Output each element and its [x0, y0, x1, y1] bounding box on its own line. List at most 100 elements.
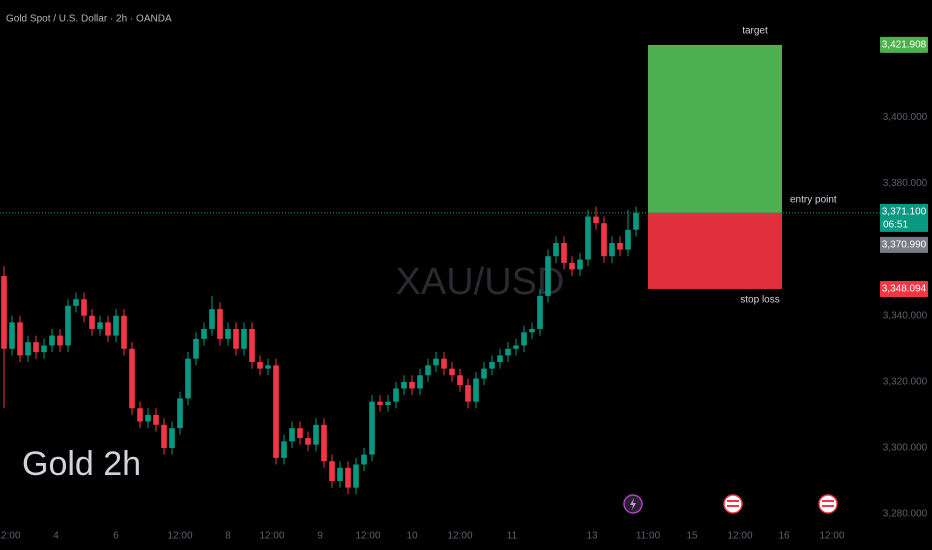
x-tick-label: 10	[406, 531, 418, 542]
candle-body	[561, 242, 567, 263]
candle-body	[9, 322, 15, 349]
x-tick-label: 12:00	[727, 531, 752, 542]
x-tick-label: 12:00	[447, 531, 472, 542]
y-tick-label: 3,300.000	[883, 443, 928, 454]
flag-stripe	[727, 505, 739, 507]
candle-body	[433, 358, 439, 366]
candle-body	[345, 467, 351, 488]
event-icons	[623, 494, 838, 514]
watermark: XAU/USD	[396, 261, 565, 303]
x-tick-label: 9	[317, 531, 323, 542]
candle-body	[273, 365, 279, 458]
countdown: 06:51	[883, 220, 908, 231]
y-tick-label: 3,340.000	[883, 310, 928, 321]
candle-body	[129, 348, 135, 409]
candle-body	[385, 401, 391, 405]
candle-body	[577, 259, 583, 270]
event-icon[interactable]	[818, 494, 838, 514]
candle-body	[81, 299, 87, 316]
x-tick-label: 12:00	[0, 531, 21, 542]
flag-stripe	[727, 500, 739, 502]
candle-body	[337, 467, 343, 482]
event-icon[interactable]	[723, 494, 743, 514]
entry-price: 3,371.100	[882, 207, 927, 218]
x-tick-label: 16	[778, 531, 790, 542]
candle-body	[265, 365, 271, 369]
chart-title: Gold Spot / U.S. Dollar · 2h · OANDA	[6, 14, 172, 25]
target-label: target	[742, 26, 768, 37]
candle-body	[633, 212, 639, 230]
candle-body	[137, 408, 143, 422]
candle-body	[449, 368, 455, 376]
candle-body	[153, 414, 159, 425]
candle-body	[305, 438, 311, 445]
candle-body	[505, 348, 511, 356]
candle-body	[617, 242, 623, 250]
candle-body	[89, 315, 95, 329]
candle-body	[169, 428, 175, 448]
candle-body	[177, 398, 183, 429]
loss-zone	[648, 212, 782, 289]
candle-body	[313, 424, 319, 445]
candle-body	[105, 322, 111, 336]
x-tick-label: 12:00	[259, 531, 284, 542]
candle-body	[393, 388, 399, 402]
candle-body	[161, 424, 167, 448]
candle-body	[497, 355, 503, 363]
candle-body	[257, 362, 263, 369]
profit-zone	[648, 44, 782, 213]
candle-body	[553, 242, 559, 257]
candle-body	[145, 414, 151, 422]
x-tick-label: 11	[507, 531, 518, 542]
candle-body	[593, 216, 599, 224]
x-tick-label: 12:00	[167, 531, 192, 542]
candle-body	[193, 338, 199, 359]
candle-body	[225, 328, 231, 339]
entry-label: entry point	[790, 195, 837, 206]
candle-body	[217, 309, 223, 339]
event-glyph	[630, 498, 636, 510]
candle-body	[369, 401, 375, 455]
candle-body	[513, 345, 519, 349]
candle-body	[121, 315, 127, 349]
candle-body	[609, 242, 615, 257]
candle-body	[457, 375, 463, 386]
candle-body	[441, 358, 447, 369]
candle-body	[329, 461, 335, 482]
bid-price: 3,370.990	[882, 240, 927, 251]
candle-body	[25, 342, 31, 356]
candle-body	[489, 362, 495, 369]
candle-body	[41, 345, 47, 353]
candle-body	[569, 262, 575, 270]
candle-body	[185, 358, 191, 399]
candle-body	[425, 365, 431, 376]
candle-body	[417, 375, 423, 389]
candle-body	[49, 335, 55, 346]
candle-body	[97, 322, 103, 329]
candle-body	[529, 328, 535, 333]
flag-stripe	[822, 505, 834, 507]
flag-stripe	[822, 500, 834, 502]
candle-body	[521, 332, 527, 346]
x-tick-label: 13	[586, 531, 598, 542]
candle-body	[289, 428, 295, 442]
entry-price-bg	[880, 203, 928, 232]
candle-body	[17, 322, 23, 356]
candles	[1, 206, 639, 495]
candle-body	[65, 305, 71, 346]
candle-body	[1, 276, 7, 349]
candle-body	[241, 328, 247, 349]
candle-body	[473, 378, 479, 402]
x-tick-label: 11:00	[636, 531, 661, 542]
y-tick-label: 3,280.000	[883, 509, 928, 520]
candle-body	[321, 424, 327, 462]
candle-body	[601, 223, 607, 257]
stop-price: 3,348.094	[882, 284, 927, 295]
candle-body	[361, 454, 367, 465]
candle-body	[73, 299, 79, 306]
candle-body	[33, 342, 39, 353]
candle-body	[209, 309, 215, 329]
y-tick-label: 3,320.000	[883, 376, 928, 387]
